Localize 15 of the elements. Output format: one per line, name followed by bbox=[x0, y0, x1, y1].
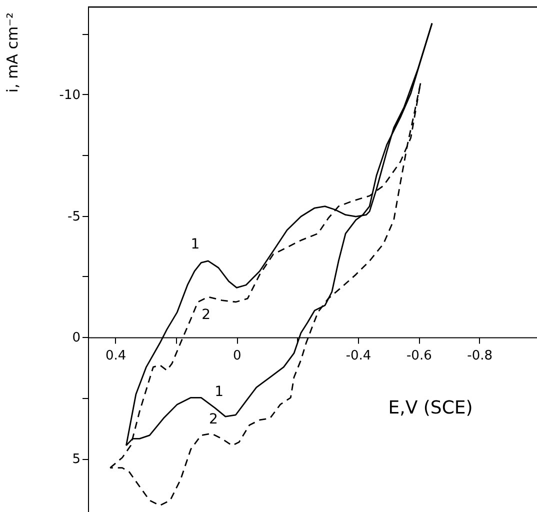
annotation: 1 bbox=[190, 236, 200, 253]
y-axis-title: i, mA cm⁻² bbox=[4, 12, 22, 93]
annotation: 2 bbox=[209, 412, 218, 428]
y-tick-label: 5 bbox=[72, 452, 80, 468]
y-tick-label: 0 bbox=[72, 330, 80, 346]
y-tick-label: -10 bbox=[59, 88, 80, 103]
x-tick-label: 0.4 bbox=[105, 348, 126, 364]
annotation: 1 bbox=[214, 384, 224, 400]
y-tick-label: -5 bbox=[68, 209, 80, 224]
x-tick-label: -0.8 bbox=[467, 348, 493, 364]
annotation: 2 bbox=[202, 306, 211, 323]
x-axis-title: E,V (SCE) bbox=[388, 398, 473, 419]
x-tick-label: 0 bbox=[233, 348, 242, 364]
x-tick-label: -0.4 bbox=[346, 348, 372, 364]
x-tick-label: -0.6 bbox=[406, 348, 432, 364]
